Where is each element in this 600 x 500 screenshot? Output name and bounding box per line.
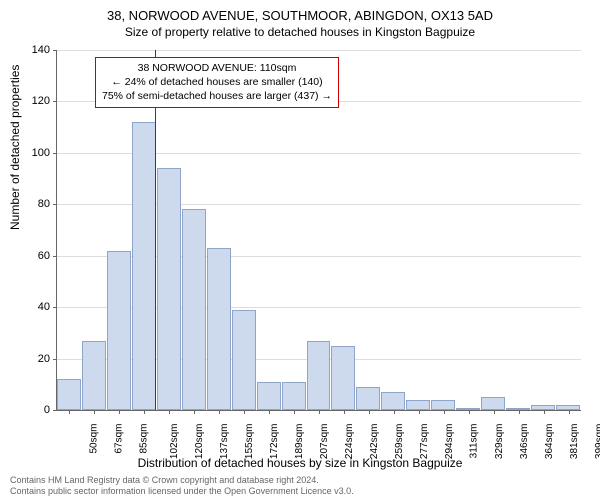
histogram-bar: [331, 346, 355, 410]
ytick-label: 0: [20, 404, 50, 416]
xtick-label: 277sqm: [419, 424, 430, 460]
histogram-bar: [282, 382, 306, 410]
xtick-mark: [319, 410, 320, 414]
xtick-mark: [219, 410, 220, 414]
histogram-bar: [207, 248, 231, 410]
xtick-mark: [294, 410, 295, 414]
xtick-mark: [69, 410, 70, 414]
xtick-mark: [469, 410, 470, 414]
ytick-label: 80: [20, 198, 50, 210]
histogram-bar: [107, 251, 131, 410]
xtick-mark: [419, 410, 420, 414]
chart-title: 38, NORWOOD AVENUE, SOUTHMOOR, ABINGDON,…: [0, 0, 600, 23]
info-box-line2: ← 24% of detached houses are smaller (14…: [102, 75, 332, 89]
xtick-mark: [144, 410, 145, 414]
ytick-mark: [53, 307, 57, 308]
xtick-mark: [169, 410, 170, 414]
chart-subtitle: Size of property relative to detached ho…: [0, 23, 600, 39]
histogram-bar: [182, 209, 206, 410]
ytick-label: 100: [20, 147, 50, 159]
xtick-label: 85sqm: [139, 424, 150, 454]
xtick-label: 329sqm: [494, 424, 505, 460]
ytick-label: 60: [20, 250, 50, 262]
histogram-bar: [82, 341, 106, 410]
xtick-mark: [119, 410, 120, 414]
xtick-label: 364sqm: [544, 424, 555, 460]
histogram-bar: [132, 122, 156, 410]
ytick-label: 120: [20, 95, 50, 107]
xtick-label: 346sqm: [519, 424, 530, 460]
ytick-mark: [53, 153, 57, 154]
xtick-mark: [269, 410, 270, 414]
ytick-label: 40: [20, 301, 50, 313]
xtick-label: 120sqm: [194, 424, 205, 460]
xtick-label: 381sqm: [569, 424, 580, 460]
footer-attribution: Contains HM Land Registry data © Crown c…: [10, 475, 354, 497]
xtick-mark: [569, 410, 570, 414]
xtick-label: 259sqm: [394, 424, 405, 460]
xtick-mark: [519, 410, 520, 414]
xtick-label: 172sqm: [269, 424, 280, 460]
ytick-label: 140: [20, 44, 50, 56]
xtick-mark: [194, 410, 195, 414]
xtick-label: 50sqm: [89, 424, 100, 454]
xtick-mark: [394, 410, 395, 414]
xtick-label: 399sqm: [594, 424, 600, 460]
gridline: [57, 50, 581, 51]
xtick-mark: [444, 410, 445, 414]
xtick-label: 137sqm: [219, 424, 230, 460]
histogram-bar: [356, 387, 380, 410]
histogram-bar: [57, 379, 81, 410]
xtick-label: 224sqm: [344, 424, 355, 460]
info-box-line1: 38 NORWOOD AVENUE: 110sqm: [102, 61, 332, 75]
xtick-label: 294sqm: [444, 424, 455, 460]
ytick-mark: [53, 204, 57, 205]
ytick-mark: [53, 359, 57, 360]
ytick-mark: [53, 410, 57, 411]
histogram-bar: [307, 341, 331, 410]
xtick-label: 189sqm: [294, 424, 305, 460]
xtick-mark: [544, 410, 545, 414]
ytick-mark: [53, 101, 57, 102]
xtick-label: 155sqm: [244, 424, 255, 460]
histogram-bar: [431, 400, 455, 410]
xtick-mark: [344, 410, 345, 414]
xtick-label: 311sqm: [468, 424, 479, 459]
ytick-label: 20: [20, 353, 50, 365]
ytick-mark: [53, 256, 57, 257]
ytick-mark: [53, 50, 57, 51]
info-box: 38 NORWOOD AVENUE: 110sqm← 24% of detach…: [95, 57, 339, 108]
footer-line1: Contains HM Land Registry data © Crown c…: [10, 475, 354, 486]
histogram-bar: [257, 382, 281, 410]
xtick-label: 67sqm: [114, 424, 125, 454]
footer-line2: Contains public sector information licen…: [10, 486, 354, 497]
xtick-label: 242sqm: [369, 424, 380, 460]
xtick-mark: [369, 410, 370, 414]
xtick-label: 207sqm: [319, 424, 330, 460]
histogram-bar: [157, 168, 181, 410]
histogram-bar: [481, 397, 505, 410]
xtick-mark: [94, 410, 95, 414]
xtick-label: 102sqm: [169, 424, 180, 460]
xtick-mark: [494, 410, 495, 414]
histogram-bar: [406, 400, 430, 410]
histogram-bar: [232, 310, 256, 410]
info-box-line3: 75% of semi-detached houses are larger (…: [102, 89, 332, 103]
xtick-mark: [244, 410, 245, 414]
histogram-bar: [381, 392, 405, 410]
